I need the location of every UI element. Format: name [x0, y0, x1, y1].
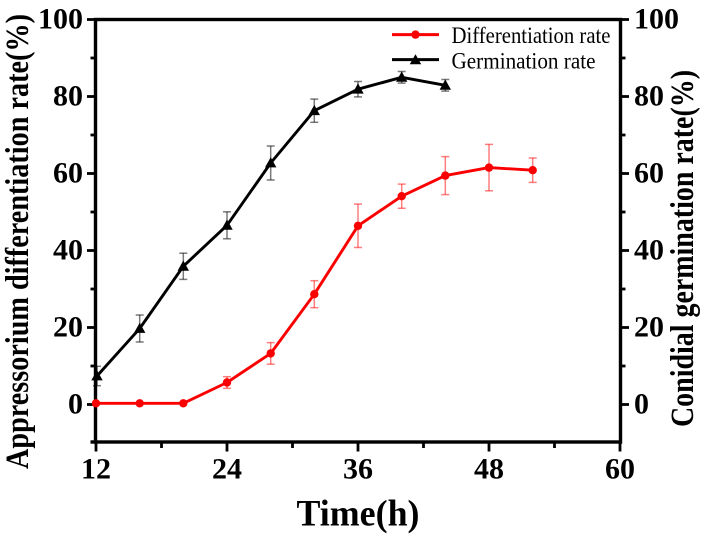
- svg-text:40: 40: [53, 234, 83, 267]
- svg-text:Germination rate: Germination rate: [452, 49, 596, 75]
- svg-text:Appressorium differentiation r: Appressorium differentiation rate(%): [0, 14, 36, 469]
- svg-text:0: 0: [634, 388, 649, 421]
- svg-text:60: 60: [53, 157, 83, 190]
- svg-text:Conidial germination rate(%): Conidial germination rate(%): [665, 70, 701, 427]
- svg-text:24: 24: [212, 452, 242, 485]
- svg-text:20: 20: [53, 311, 83, 344]
- svg-text:80: 80: [634, 80, 664, 113]
- svg-text:12: 12: [81, 452, 111, 485]
- svg-text:36: 36: [343, 452, 373, 485]
- svg-text:0: 0: [68, 388, 83, 421]
- svg-text:60: 60: [605, 452, 635, 485]
- svg-text:80: 80: [53, 80, 83, 113]
- svg-text:Time(h): Time(h): [297, 493, 420, 534]
- svg-text:20: 20: [634, 311, 664, 344]
- svg-text:100: 100: [634, 3, 679, 36]
- svg-text:40: 40: [634, 234, 664, 267]
- svg-text:Differentiation rate: Differentiation rate: [452, 23, 611, 49]
- svg-text:100: 100: [38, 3, 83, 36]
- svg-text:48: 48: [474, 452, 504, 485]
- svg-text:60: 60: [634, 157, 664, 190]
